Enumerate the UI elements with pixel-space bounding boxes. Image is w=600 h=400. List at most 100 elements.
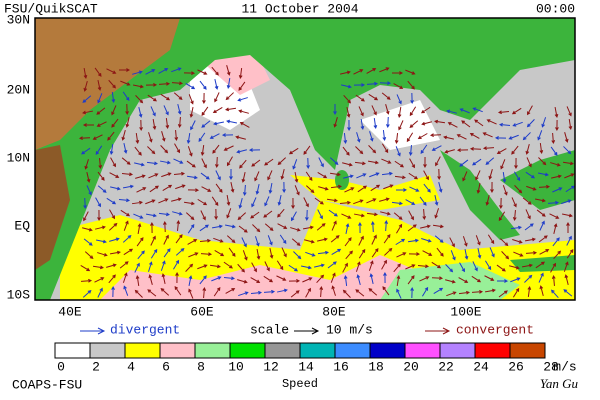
colorbar-box: [439, 342, 476, 359]
wind-vector: [82, 123, 95, 127]
wind-vector: [329, 157, 339, 166]
wind-vector: [367, 160, 379, 165]
wind-vector: [410, 92, 414, 105]
wind-vector: [200, 210, 206, 221]
wind-vector: [396, 275, 401, 287]
wind-vector: [537, 172, 549, 177]
wind-vector: [409, 158, 415, 169]
wind-vector: [407, 224, 417, 232]
wind-vector: [201, 106, 209, 116]
wind-vector: [340, 70, 351, 75]
wind-vector: [158, 198, 169, 204]
wind-vector: [238, 198, 243, 209]
wind-vector: [267, 170, 273, 181]
colorbar-label: 6: [162, 359, 170, 374]
wind-vector: [238, 81, 246, 91]
wind-vector: [223, 276, 236, 281]
wind-vector: [291, 211, 297, 222]
wind-vector: [317, 237, 328, 242]
colorbar-label: 2: [92, 359, 100, 374]
wind-vector: [86, 185, 92, 196]
wind-vector: [383, 234, 391, 244]
colorbar-label: 14: [298, 359, 314, 374]
wind-vector: [291, 238, 301, 246]
wind-vector: [477, 248, 482, 259]
wind-vector: [94, 277, 105, 283]
wind-vector: [552, 237, 560, 247]
wind-vector: [394, 132, 399, 145]
wind-vector: [96, 121, 107, 127]
legend-divergent: divergent: [110, 322, 180, 337]
wind-vector: [235, 135, 246, 140]
wind-vector: [405, 264, 416, 270]
wind-vector: [254, 171, 260, 182]
wind-vector: [95, 145, 103, 156]
wind-vector: [568, 118, 573, 130]
colorbar-box: [229, 342, 266, 359]
colorbar-box: [54, 342, 91, 359]
wind-vector: [288, 147, 299, 155]
wind-vector: [476, 182, 481, 194]
lon-label: 80E: [322, 304, 346, 319]
wind-vector: [228, 247, 236, 257]
wind-vector: [552, 187, 563, 193]
wind-vector: [525, 209, 531, 220]
wind-vector: [434, 208, 440, 219]
wind-vector: [368, 145, 377, 154]
colorbar-label: 20: [403, 359, 419, 374]
wind-vector: [555, 119, 559, 132]
wind-vector: [137, 250, 145, 260]
wind-vector: [200, 172, 210, 180]
colorbar-box: [264, 342, 301, 359]
wind-vector: [256, 248, 261, 260]
wind-vector: [537, 130, 543, 141]
colorbar-unit: m/s: [553, 359, 576, 374]
wind-vector: [472, 107, 483, 113]
wind-vector: [353, 213, 365, 218]
wind-vector: [197, 198, 208, 206]
wind-vector: [341, 84, 352, 89]
wind-vector: [305, 287, 311, 298]
wind-vector: [302, 277, 313, 283]
map-frame: [34, 17, 576, 301]
wind-vector: [343, 132, 348, 145]
lat-label: 10S: [7, 287, 31, 302]
wind-vector: [84, 251, 94, 260]
wind-vector: [108, 79, 116, 89]
wind-vector: [407, 275, 415, 285]
wind-vector: [226, 77, 231, 89]
wind-vector: [276, 260, 284, 271]
wind-vector: [242, 184, 247, 197]
wind-vector: [226, 156, 233, 167]
wind-vector: [380, 211, 391, 216]
wind-vector: [396, 223, 403, 234]
wind-vector: [176, 219, 181, 232]
wind-vector: [199, 80, 207, 90]
wind-vector: [118, 198, 131, 203]
wind-vector: [188, 288, 194, 299]
wind-vector: [562, 213, 573, 218]
wind-vector: [80, 278, 93, 283]
wind-vector: [248, 148, 261, 152]
wind-vector: [461, 120, 471, 128]
wind-vector: [83, 211, 89, 222]
wind-vector: [393, 263, 401, 273]
wind-vector: [459, 108, 470, 114]
wind-vector: [106, 68, 117, 74]
wind-vector: [122, 234, 132, 243]
wind-vector: [550, 262, 556, 273]
wind-vector: [226, 235, 236, 244]
wind-vector: [187, 146, 193, 157]
wind-vector: [488, 169, 493, 180]
wind-vector: [120, 209, 131, 217]
wind-vector: [316, 274, 325, 284]
wind-vector: [316, 223, 326, 231]
wind-vector: [459, 159, 469, 167]
wind-vector: [134, 162, 145, 167]
wind-vector: [408, 172, 419, 180]
wind-vector: [379, 67, 390, 73]
wind-vector: [510, 277, 521, 283]
wind-vector: [174, 286, 182, 296]
wind-vector: [449, 237, 455, 248]
